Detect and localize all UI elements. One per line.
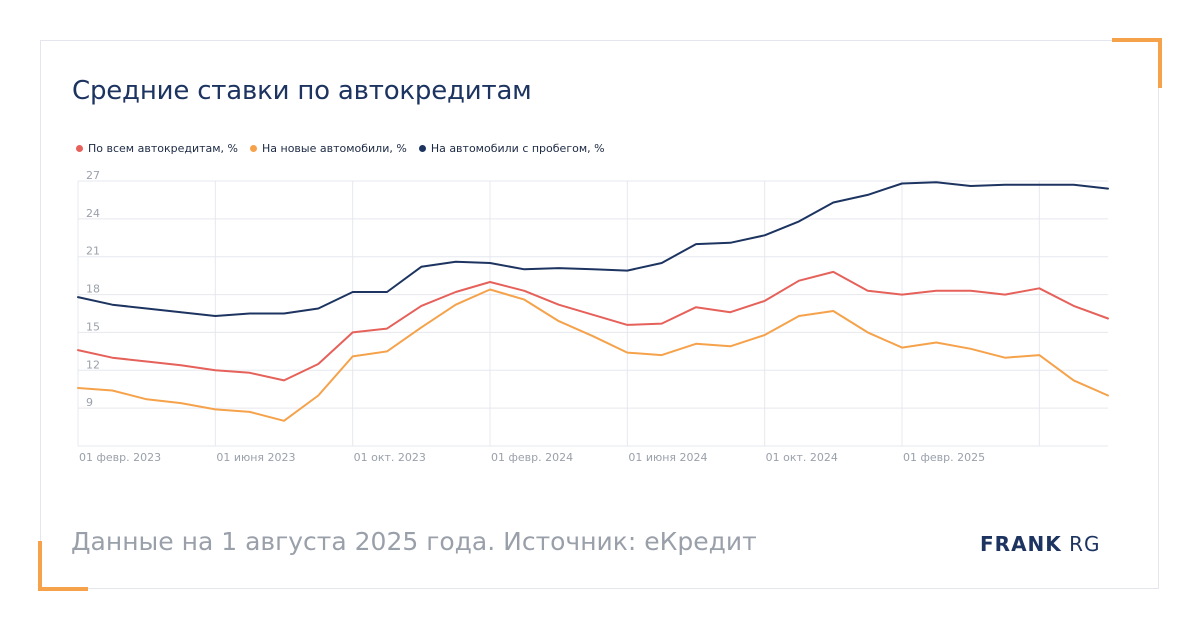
legend-label-used: На автомобили с пробегом, % [430, 142, 605, 155]
corner-accent-top-right-h [1112, 38, 1162, 42]
y-tick-label: 12 [86, 358, 100, 371]
legend-item-new[interactable]: На новые автомобили, % [250, 142, 407, 155]
legend-dot-used [418, 145, 426, 152]
chart-legend: По всем автокредитам, % На новые автомоб… [76, 142, 605, 155]
series-line-0 [77, 270, 1109, 382]
footer-source: Данные на 1 августа 2025 года. Источник:… [71, 527, 757, 556]
x-tick-label: 01 июня 2023 [216, 451, 295, 464]
y-tick-label: 18 [86, 283, 100, 296]
y-tick-label: 27 [86, 169, 100, 182]
legend-dot-all [76, 145, 83, 152]
legend-dot-new [250, 145, 257, 152]
corner-accent-top-right-v [1158, 38, 1162, 88]
y-tick-label: 21 [86, 245, 100, 258]
x-tick-label: 01 окт. 2024 [766, 451, 838, 464]
x-tick-label: 01 окт. 2023 [354, 451, 426, 464]
y-tick-label: 15 [86, 320, 100, 333]
legend-item-all[interactable]: По всем автокредитам, % [76, 142, 238, 155]
y-tick-label: 9 [86, 396, 93, 409]
chart-title: Средние ставки по автокредитам [72, 76, 532, 106]
x-tick-label: 01 июня 2024 [628, 451, 707, 464]
brand-logo-bold: FRANK [980, 532, 1062, 556]
legend-label-all: По всем автокредитам, % [88, 142, 238, 155]
x-tick-label: 01 февр. 2024 [491, 451, 573, 464]
legend-item-used[interactable]: На автомобили с пробегом, % [418, 142, 605, 155]
brand-logo-light: RG [1069, 532, 1101, 556]
y-tick-label: 24 [86, 207, 100, 220]
legend-label-new: На новые автомобили, % [262, 142, 407, 155]
corner-accent-bottom-left-h [38, 587, 88, 591]
corner-accent-bottom-left-v [38, 541, 42, 591]
series-line-2 [77, 181, 1109, 317]
x-tick-label: 01 февр. 2025 [903, 451, 985, 464]
brand-logo: FRANK RG [980, 532, 1101, 556]
series-line-1 [77, 288, 1109, 422]
x-tick-label: 01 февр. 2023 [79, 451, 161, 464]
